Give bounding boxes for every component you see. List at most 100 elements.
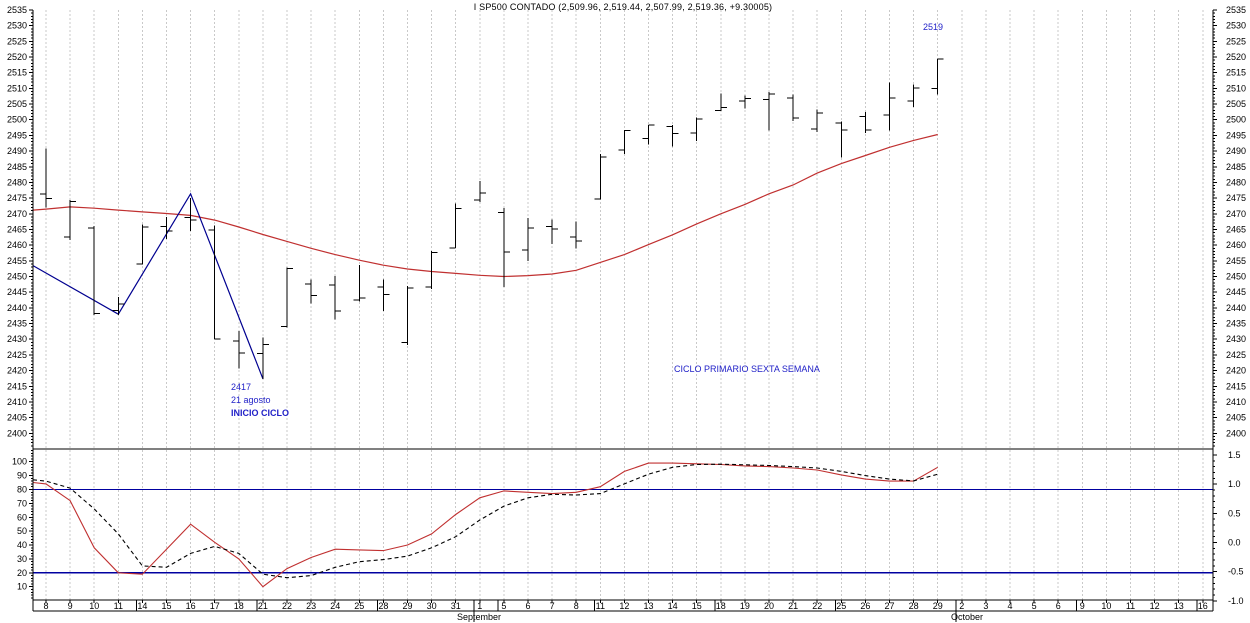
svg-text:9: 9 xyxy=(68,601,73,611)
svg-text:11: 11 xyxy=(596,601,605,611)
svg-text:2475: 2475 xyxy=(7,193,27,203)
svg-text:19: 19 xyxy=(740,601,750,611)
calendar-strip: 8 9 10 11 14 15 16 17 18 21 22 23 24 25 28 29 30 31 1 5 6 7 8 1… xyxy=(43,600,1208,622)
svg-text:2520: 2520 xyxy=(1226,52,1246,62)
svg-text:2450: 2450 xyxy=(1226,272,1246,282)
svg-text:5: 5 xyxy=(501,601,506,611)
svg-text:2405: 2405 xyxy=(1226,413,1246,423)
svg-text:29: 29 xyxy=(933,601,943,611)
oscillator-band-lines xyxy=(33,488,1213,574)
svg-text:22: 22 xyxy=(282,601,292,611)
svg-text:2520: 2520 xyxy=(7,52,27,62)
svg-text:28: 28 xyxy=(378,601,388,611)
svg-text:2425: 2425 xyxy=(7,350,27,360)
svg-text:2525: 2525 xyxy=(7,36,27,46)
svg-text:2465: 2465 xyxy=(7,224,27,234)
cycle-line xyxy=(32,192,264,380)
svg-text:2490: 2490 xyxy=(1226,146,1246,156)
svg-text:2400: 2400 xyxy=(7,428,27,438)
svg-text:0.0: 0.0 xyxy=(1228,538,1241,548)
svg-text:2465: 2465 xyxy=(1226,224,1246,234)
svg-text:31: 31 xyxy=(451,601,461,611)
svg-text:7: 7 xyxy=(550,601,555,611)
svg-text:2410: 2410 xyxy=(7,397,27,407)
last-price-label: 2519 xyxy=(922,22,944,32)
svg-text:2510: 2510 xyxy=(1226,83,1246,93)
day-gridlines xyxy=(45,10,1204,600)
svg-text:September: September xyxy=(457,612,501,622)
svg-text:2535: 2535 xyxy=(1226,5,1246,15)
svg-text:21: 21 xyxy=(788,601,798,611)
svg-text:2445: 2445 xyxy=(7,287,27,297)
annotation-cycle-start: 2417 21 agosto INICIO CICLO xyxy=(231,381,289,420)
svg-text:2515: 2515 xyxy=(1226,68,1246,78)
svg-text:2480: 2480 xyxy=(7,177,27,187)
svg-text:2485: 2485 xyxy=(7,162,27,172)
svg-text:2530: 2530 xyxy=(7,21,27,31)
svg-text:16: 16 xyxy=(186,601,196,611)
svg-text:50: 50 xyxy=(17,526,27,536)
svg-text:16: 16 xyxy=(1198,601,1208,611)
svg-text:17: 17 xyxy=(210,601,220,611)
svg-text:13: 13 xyxy=(1174,601,1184,611)
svg-text:25: 25 xyxy=(354,601,364,611)
ohlc-bars xyxy=(40,58,944,379)
svg-text:2500: 2500 xyxy=(1226,115,1246,125)
svg-text:2480: 2480 xyxy=(1226,177,1246,187)
svg-text:10: 10 xyxy=(89,601,99,611)
svg-text:0.5: 0.5 xyxy=(1228,508,1241,518)
chart-title: I SP500 CONTADO (2,509.96, 2,519.44, 2,5… xyxy=(473,2,773,12)
svg-text:2535: 2535 xyxy=(7,5,27,15)
svg-text:2530: 2530 xyxy=(1226,21,1246,31)
annotation-cycle-phase: CICLO PRIMARIO SEXTA SEMANA xyxy=(674,364,820,374)
svg-text:11: 11 xyxy=(1126,601,1135,611)
cycle-phase-label: CICLO PRIMARIO SEXTA SEMANA xyxy=(674,364,820,374)
svg-text:40: 40 xyxy=(17,540,27,550)
svg-text:10: 10 xyxy=(17,582,27,592)
svg-text:2525: 2525 xyxy=(1226,36,1246,46)
svg-text:23: 23 xyxy=(306,601,316,611)
svg-text:22: 22 xyxy=(812,601,822,611)
svg-text:1: 1 xyxy=(477,601,482,611)
svg-text:18: 18 xyxy=(716,601,726,611)
svg-text:2415: 2415 xyxy=(1226,381,1246,391)
svg-text:12: 12 xyxy=(619,601,629,611)
svg-text:2440: 2440 xyxy=(7,303,27,313)
svg-text:8: 8 xyxy=(574,601,579,611)
svg-text:5: 5 xyxy=(1032,601,1037,611)
svg-text:27: 27 xyxy=(884,601,894,611)
svg-text:24: 24 xyxy=(330,601,340,611)
svg-text:2425: 2425 xyxy=(1226,350,1246,360)
svg-text:30: 30 xyxy=(17,554,27,564)
svg-text:2500: 2500 xyxy=(7,115,27,125)
cycle-low-date: 21 agosto xyxy=(231,395,271,405)
cycle-low-price: 2417 xyxy=(231,382,252,392)
svg-text:2505: 2505 xyxy=(7,99,27,109)
svg-text:14: 14 xyxy=(668,601,678,611)
svg-text:2505: 2505 xyxy=(1226,99,1246,109)
svg-text:2440: 2440 xyxy=(1226,303,1246,313)
svg-text:2420: 2420 xyxy=(7,366,27,376)
svg-text:30: 30 xyxy=(427,601,437,611)
svg-text:90: 90 xyxy=(17,471,27,481)
svg-text:2450: 2450 xyxy=(7,272,27,282)
svg-text:12: 12 xyxy=(1150,601,1160,611)
moving-average-line xyxy=(32,133,938,278)
svg-text:2430: 2430 xyxy=(1226,334,1246,344)
cycle-start-label: INICIO CICLO xyxy=(231,408,289,418)
svg-text:-1.0: -1.0 xyxy=(1228,596,1244,606)
svg-text:70: 70 xyxy=(17,498,27,508)
svg-text:1.0: 1.0 xyxy=(1228,479,1241,489)
svg-text:2485: 2485 xyxy=(1226,162,1246,172)
svg-text:20: 20 xyxy=(764,601,774,611)
svg-text:2435: 2435 xyxy=(7,319,27,329)
svg-text:2430: 2430 xyxy=(7,334,27,344)
svg-text:2470: 2470 xyxy=(1226,209,1246,219)
svg-text:2455: 2455 xyxy=(1226,256,1246,266)
svg-text:28: 28 xyxy=(909,601,919,611)
svg-text:2470: 2470 xyxy=(7,209,27,219)
svg-text:18: 18 xyxy=(234,601,244,611)
svg-text:October: October xyxy=(951,612,983,622)
svg-text:-0.5: -0.5 xyxy=(1228,567,1244,577)
